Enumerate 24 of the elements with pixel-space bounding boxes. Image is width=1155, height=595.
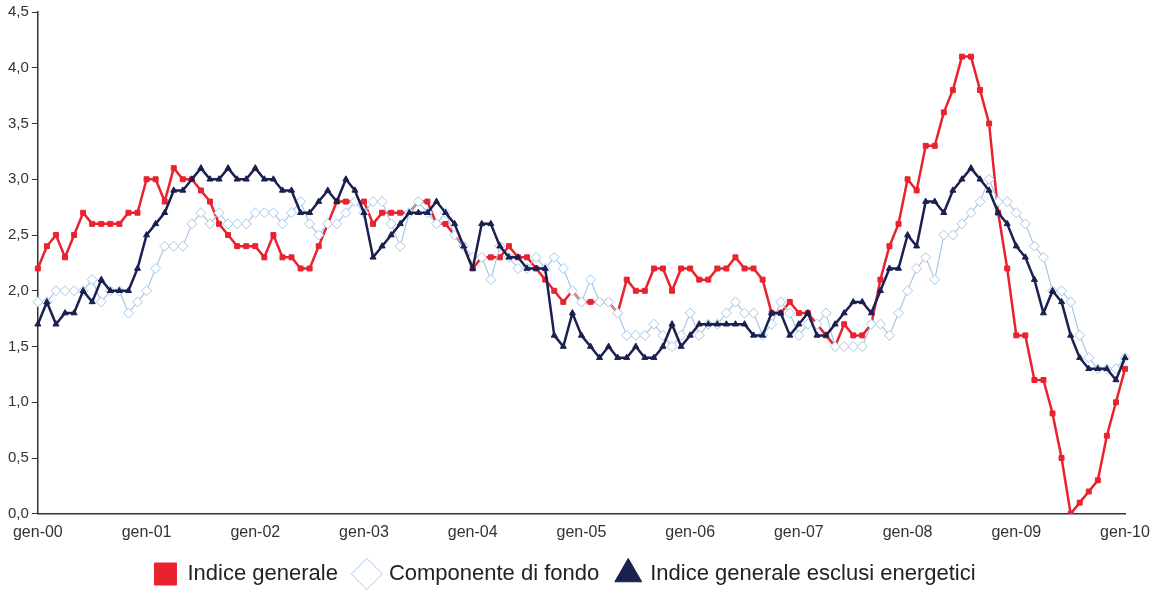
y-tick-label: 4,5 (7, 2, 29, 20)
x-tick-label: gen-07 (773, 522, 824, 540)
y-tick-label: 3,5 (7, 113, 29, 131)
x-tick-label: gen-04 (447, 522, 498, 540)
x-tick-label: gen-05 (556, 522, 607, 540)
x-tick-label: gen-03 (339, 522, 389, 540)
y-tick-label: 2,0 (7, 280, 29, 298)
x-tick-label: gen-00 (12, 522, 63, 540)
x-tick-label: gen-08 (882, 522, 933, 540)
y-tick-label: 1,0 (7, 392, 29, 410)
legend-label: Indice generale esclusi energetici (650, 560, 976, 586)
legend-label: Componente di fondo (388, 560, 600, 586)
y-tick-label: 3,0 (7, 169, 29, 187)
y-tick-label: 1,5 (7, 336, 29, 354)
x-tick-label: gen-09 (991, 522, 1042, 540)
y-tick-label: 0,5 (7, 448, 29, 466)
y-tick-label: 2,5 (7, 225, 29, 243)
x-tick-label: gen-06 (665, 522, 716, 540)
x-tick-label: gen-01 (121, 522, 172, 540)
y-tick-label: 4,0 (7, 57, 29, 75)
x-tick-label: gen-02 (230, 522, 281, 540)
x-tick-label: gen-10 (1100, 522, 1151, 540)
y-tick-label: 0,0 (7, 503, 29, 521)
legend-label: Indice generale (187, 560, 338, 586)
